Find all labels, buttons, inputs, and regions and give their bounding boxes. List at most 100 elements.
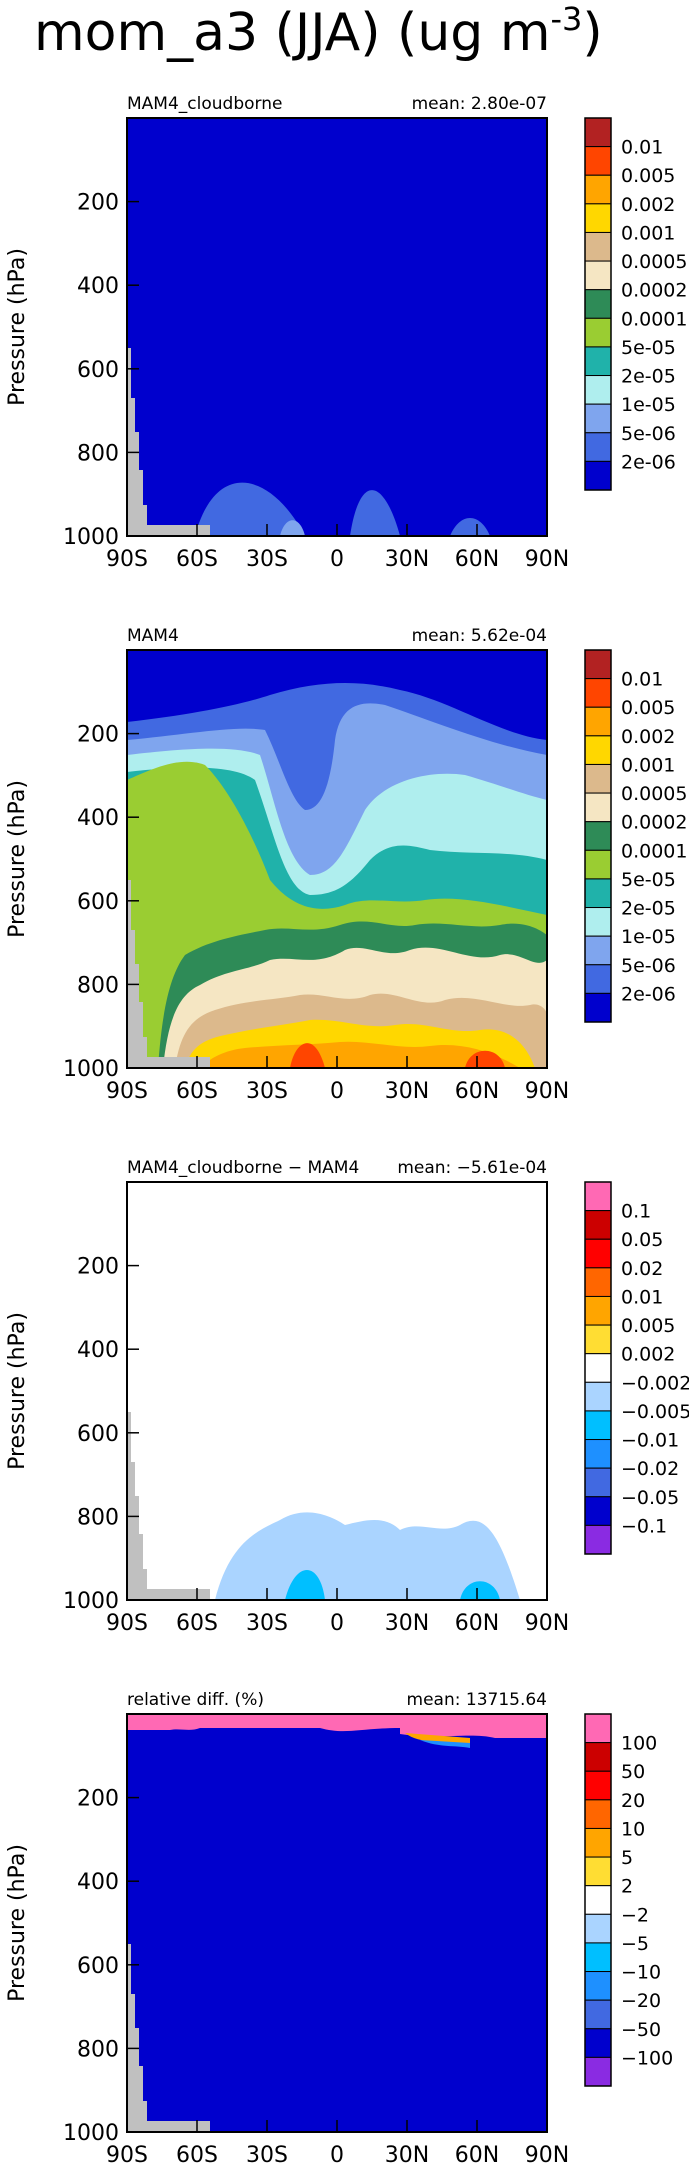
colorbar-swatch <box>584 821 612 851</box>
colorbar-swatch <box>584 1713 612 1744</box>
x-tick-label: 30S <box>246 1611 288 1636</box>
y-tick-label: 400 <box>77 1870 119 1895</box>
colorbar-swatch <box>584 403 612 434</box>
x-tick-label: 30N <box>385 1079 429 1104</box>
colorbar-label: 0.002 <box>621 194 675 216</box>
x-tick-label: 30S <box>246 1079 288 1104</box>
x-tick-label: 0 <box>330 2143 344 2168</box>
colorbar-frame <box>584 649 612 1023</box>
x-tick-label: 90N <box>525 1611 569 1636</box>
colorbar-label: 0.02 <box>621 1258 663 1280</box>
colorbar-label: −5 <box>621 1933 649 1955</box>
colorbar-label: 0.005 <box>621 697 675 719</box>
contour-region-5e-03 <box>290 1043 325 1068</box>
colorbar-label: −2 <box>621 1904 649 1926</box>
colorbar-swatch <box>584 2028 612 2058</box>
panel-3: MAM4_cloudborne − MAM4 mean: −5.61e-04 <box>126 1158 548 1601</box>
y-tick-label: 600 <box>77 890 119 915</box>
colorbar: 100 50 20 10 5 2 −2 −5 −10 −20 −50 −100 <box>584 1713 673 2087</box>
y-axis-title: Pressure (hPa) <box>5 1844 30 2002</box>
colorbar-swatch <box>584 1267 612 1297</box>
x-tick-label: 60S <box>176 547 218 572</box>
colorbar-label: 5e-06 <box>621 955 676 977</box>
colorbar-label: −0.05 <box>621 1487 679 1509</box>
colorbar-swatch <box>584 1999 612 2030</box>
contour-region-5e-06 <box>280 520 305 536</box>
colorbar-swatch <box>584 1942 612 1973</box>
colorbar-label: 1e-05 <box>621 926 676 948</box>
colorbar-label: −100 <box>621 2047 673 2069</box>
panel-title: relative diff. (%) <box>127 1690 264 1710</box>
y-tick-label: 600 <box>77 358 119 383</box>
colorbar-label: 2e-05 <box>621 366 676 388</box>
colorbar-swatch <box>584 1827 612 1858</box>
x-tick-label: 60N <box>455 547 499 572</box>
colorbar-label: −10 <box>621 1962 661 1984</box>
colorbar-label: −50 <box>621 2019 661 2041</box>
colorbar-swatch <box>584 1913 612 1944</box>
y-tick-label: 800 <box>77 1505 119 1530</box>
x-tick-label: 60N <box>455 1079 499 1104</box>
x-tick-label: 90S <box>106 1611 148 1636</box>
y-tick-label: 600 <box>77 1954 119 1979</box>
y-tick-label: 200 <box>77 1787 119 1812</box>
contour-region-2e-06 <box>350 490 400 536</box>
colorbar-label: 0.01 <box>621 1286 663 1308</box>
y-tick-label: 1000 <box>63 1589 119 1614</box>
colorbar-swatch <box>584 649 612 680</box>
colorbar-swatch <box>584 1353 612 1383</box>
colorbar-label: −0.002 <box>621 1372 689 1394</box>
colorbar-label: 0.005 <box>621 1315 675 1337</box>
colorbar-label: 0.05 <box>621 1229 663 1251</box>
colorbar-swatch <box>584 289 612 319</box>
colorbar-swatch <box>584 706 612 737</box>
colorbar-label: 0.01 <box>621 137 663 159</box>
colorbar-frame <box>584 1181 612 1555</box>
colorbar-label: 0.0002 <box>621 812 687 834</box>
colorbar-swatch <box>584 1238 612 1269</box>
colorbar-label: −0.005 <box>621 1401 689 1423</box>
colorbar-swatch <box>584 878 612 909</box>
colorbar-swatch <box>584 1799 612 1829</box>
contour-region-5e-03 <box>465 1050 505 1068</box>
colorbar-swatch <box>584 1885 612 1915</box>
colorbar-swatch <box>584 763 612 794</box>
contour-region-neg-0.002 <box>215 1512 520 1600</box>
x-tick-label: 0 <box>330 1611 344 1636</box>
colorbar-swatch <box>584 317 612 348</box>
colorbar-swatch <box>584 2056 612 2087</box>
colorbar-label: 0.0005 <box>621 251 687 273</box>
colorbar-swatch <box>584 375 612 405</box>
contour-region-neg-0.005 <box>460 1581 500 1600</box>
colorbar: 0.01 0.005 0.002 0.001 0.0005 0.0002 0.0001 5e-… <box>584 649 687 1023</box>
colorbar-label: 2e-06 <box>621 451 676 473</box>
colorbar-frame <box>584 117 612 491</box>
colorbar-swatch <box>584 935 612 966</box>
y-tick-label: 400 <box>77 1338 119 1363</box>
colorbar-swatch <box>584 1295 612 1326</box>
topography-mask <box>127 1412 210 1600</box>
colorbar-swatch <box>584 174 612 205</box>
contour-field <box>127 650 547 1068</box>
colorbar-label: 1e-05 <box>621 394 676 416</box>
x-tick-label: 90S <box>106 547 148 572</box>
y-tick-label: 1000 <box>63 2121 119 2146</box>
colorbar-label: −0.01 <box>621 1430 679 1452</box>
colorbar-swatch <box>584 231 612 262</box>
colorbar-swatch <box>584 1210 612 1240</box>
figure-title: mom_a3 (JJA) (ug m-3) <box>34 0 603 63</box>
colorbar-swatch <box>584 735 612 765</box>
y-tick-label: 200 <box>77 191 119 216</box>
colorbar-swatch <box>584 907 612 937</box>
panel-title: MAM4 <box>127 626 179 646</box>
contour-field <box>127 118 547 536</box>
colorbar-label: −0.1 <box>621 1515 667 1537</box>
colorbar-label: 5 <box>621 1847 633 1869</box>
colorbar-label: 0.0001 <box>621 308 687 330</box>
y-tick-label: 400 <box>77 806 119 831</box>
colorbar-swatch <box>584 1181 612 1212</box>
y-tick-label: 1000 <box>63 1057 119 1082</box>
colorbar-layer: 0.01 0.005 0.002 0.001 0.0005 0.0002 0.0001 5e-… <box>584 117 689 2087</box>
y-axis-title: Pressure (hPa) <box>5 248 30 406</box>
x-tick-label: 30S <box>246 2143 288 2168</box>
